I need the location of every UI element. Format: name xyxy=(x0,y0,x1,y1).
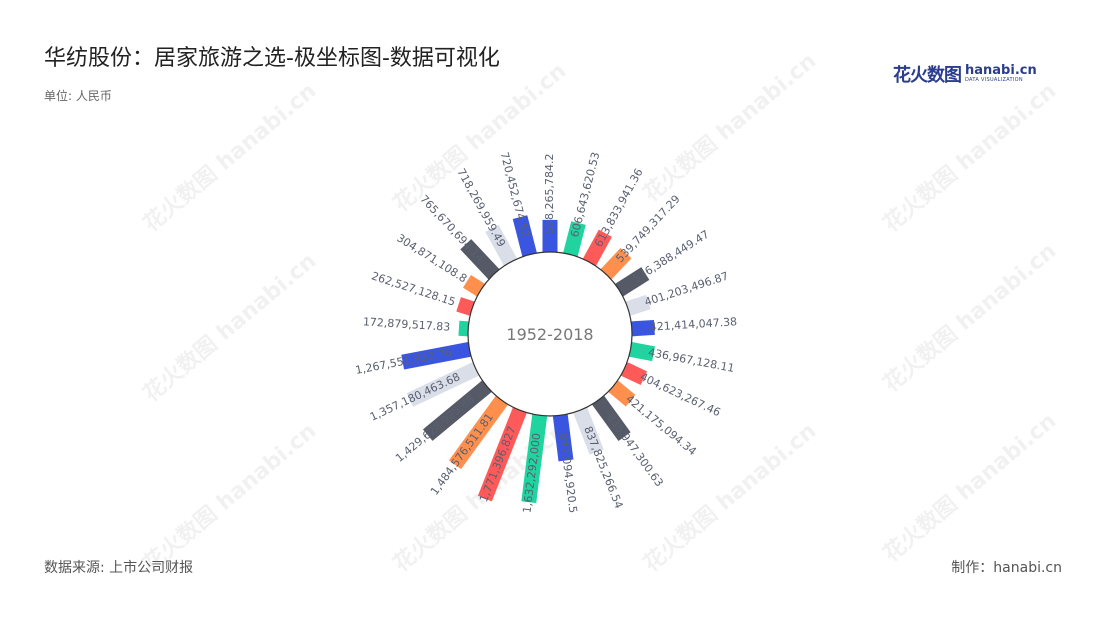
bar[interactable] xyxy=(592,395,631,442)
bar[interactable] xyxy=(521,414,548,504)
logo-en-block: hanabi.cn DATA VISUALIZATION xyxy=(965,64,1037,84)
bar[interactable] xyxy=(629,341,655,362)
logo-en-text: hanabi.cn xyxy=(965,63,1037,78)
bar[interactable] xyxy=(458,320,469,337)
value-label: 262,527,128.15 xyxy=(370,269,457,308)
value-label: 172,879,517.83 xyxy=(363,315,451,333)
bar[interactable] xyxy=(552,414,574,462)
bar[interactable] xyxy=(462,274,485,297)
bar[interactable] xyxy=(600,247,632,280)
value-label: 421,414,047.38 xyxy=(649,315,737,333)
value-label: 598,265,784.2 xyxy=(543,154,556,234)
bar[interactable] xyxy=(625,294,651,316)
credit-text: 制作：hanabi.cn xyxy=(951,560,1062,576)
value-label: 1,267,551,832.76 xyxy=(354,346,453,377)
bar[interactable] xyxy=(615,267,650,297)
bar[interactable] xyxy=(485,224,518,266)
bar[interactable] xyxy=(563,221,586,257)
bar[interactable] xyxy=(406,362,479,407)
source-text: 数据来源: 上市公司财报 xyxy=(44,560,194,576)
bar[interactable] xyxy=(448,395,508,470)
bar[interactable] xyxy=(401,341,471,370)
bar[interactable] xyxy=(631,319,655,337)
bar[interactable] xyxy=(573,407,604,455)
bar[interactable] xyxy=(608,380,636,407)
bar[interactable] xyxy=(422,380,492,441)
bar[interactable] xyxy=(456,297,475,316)
logo-tagline: DATA VISUALIZATION xyxy=(965,77,1023,83)
center-circle xyxy=(467,251,633,417)
value-label: 847,094,920.5 xyxy=(557,432,580,513)
page-title: 华纺股份：居家旅游之选-极坐标图-数据可视化 xyxy=(44,46,500,71)
unit-label: 单位: 人民币 xyxy=(44,89,112,103)
bar[interactable] xyxy=(621,362,648,385)
bar[interactable] xyxy=(582,229,612,266)
value-label: 436,967,128.11 xyxy=(647,346,735,375)
bars-group xyxy=(401,215,655,504)
bar[interactable] xyxy=(477,407,527,502)
center-label: 1952-2018 xyxy=(506,325,593,344)
bar[interactable] xyxy=(512,215,537,257)
brand-logo[interactable]: 花火数图 hanabi.cn DATA VISUALIZATION xyxy=(893,60,1037,88)
bar[interactable] xyxy=(460,239,500,280)
value-label: 401,203,496.87 xyxy=(643,269,730,308)
logo-cn-text: 花火数图 xyxy=(893,65,962,86)
